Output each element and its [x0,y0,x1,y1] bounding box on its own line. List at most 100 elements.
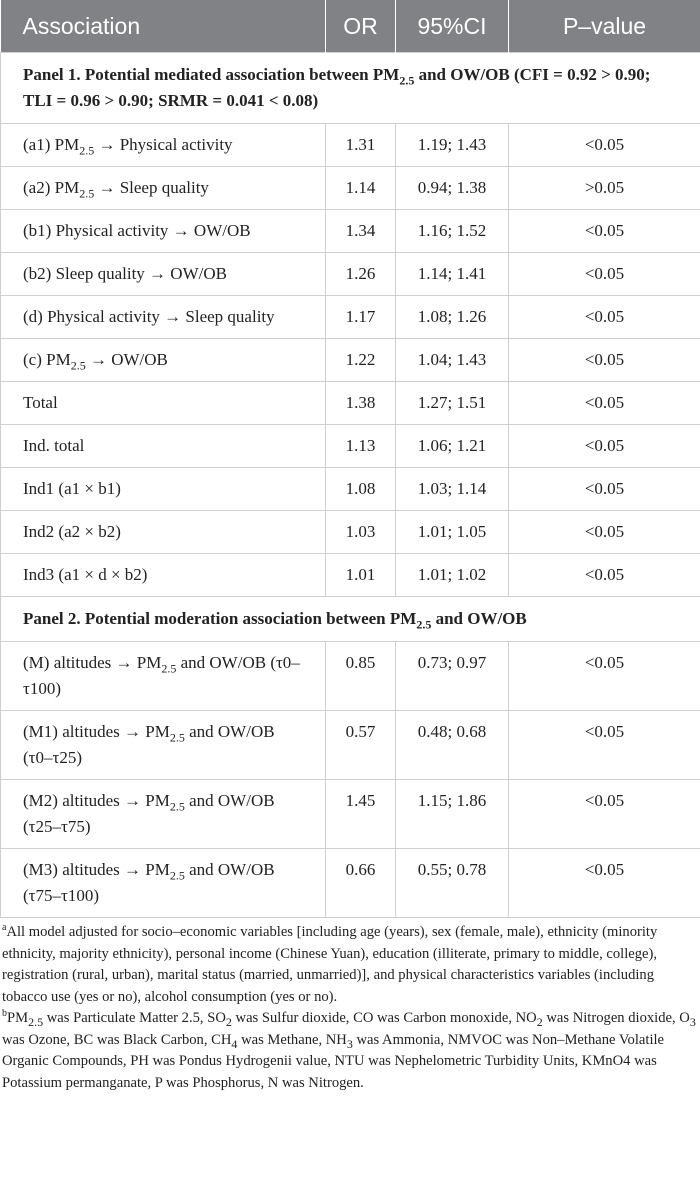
or-cell: 1.01 [325,553,396,597]
results-table: Association OR 95%CI P–value Panel 1. Poten… [0,0,700,918]
ci-cell: 1.15; 1.86 [395,779,509,849]
data-row: (M1) altitudes → PM2.5 and OW/OB (τ0–τ25… [0,710,700,780]
p-value-cell: <0.05 [508,779,700,849]
ci-cell: 1.01; 1.02 [395,553,509,597]
panel-title: Panel 2. Potential moderation associatio… [0,596,700,642]
ci-cell: 1.27; 1.51 [395,381,509,425]
data-row: (a1) PM2.5 → Physical activity 1.31 1.19; … [0,123,700,167]
text-segment: (M) altitudes → PM [23,653,162,672]
header-row: Association OR 95%CI P–value [0,0,700,53]
column-header: OR [325,0,396,53]
subscript: 2.5 [169,730,185,745]
association-cell: (b2) Sleep quality → OW/OB [0,252,326,296]
text-segment: All model adjusted for socio–economic va… [2,924,658,1005]
association-cell: (a2) PM2.5 → Sleep quality [0,166,326,210]
subscript: 2.5 [416,617,432,632]
p-value-cell: <0.05 [508,295,700,339]
data-row: (M) altitudes → PM2.5 and OW/OB (τ0–τ100… [0,641,700,711]
ci-cell: 0.55; 0.78 [395,848,509,918]
ci-cell: 0.73; 0.97 [395,641,509,711]
text-segment: and OW/OB [431,609,527,628]
ci-cell: 1.16; 1.52 [395,209,509,253]
ci-cell: 1.08; 1.26 [395,295,509,339]
data-row: (b2) Sleep quality → OW/OB 1.26 1.14; 1.41… [0,252,700,296]
text-segment: and OW/OB (τ0–τ25) [23,722,275,767]
subscript: 2.5 [169,868,185,883]
association-cell: (M3) altitudes → PM2.5 and OW/OB (τ75–τ1… [0,848,326,918]
footnote-mark: b [2,1008,7,1020]
text-segment: (a2) PM [23,178,80,197]
text-segment: and OW/OB (τ25–τ75) [23,791,275,836]
subscript: 2.5 [28,1014,44,1029]
text-segment: → Physical activity [94,135,233,154]
text-segment: (M1) altitudes → PM [23,722,170,741]
association-cell: (c) PM2.5 → OW/OB [0,338,326,382]
association-cell: (a1) PM2.5 → Physical activity [0,123,326,167]
text-segment: Ind2 (a2 × b2) [23,522,121,541]
association-cell: Ind1 (a1 × b1) [0,467,326,511]
text-segment: (b1) Physical activity → OW/OB [23,221,251,240]
text-segment: Ind. total [23,436,85,455]
or-cell: 1.22 [325,338,396,382]
or-cell: 0.85 [325,641,396,711]
association-cell: (b1) Physical activity → OW/OB [0,209,326,253]
footnote: bPM2.5 was Particulate Matter 2.5, SO2 w… [2,1008,698,1094]
data-row: (M3) altitudes → PM2.5 and OW/OB (τ75–τ1… [0,848,700,918]
p-value-cell: <0.05 [508,710,700,780]
subscript: 2.5 [399,73,415,88]
subscript: 3 [689,1014,696,1029]
data-row: (M2) altitudes → PM2.5 and OW/OB (τ25–τ7… [0,779,700,849]
or-cell: 1.45 [325,779,396,849]
text-segment: (c) PM [23,350,71,369]
or-cell: 0.66 [325,848,396,918]
panel-row: Panel 2. Potential moderation associatio… [0,596,700,642]
text-segment: and OW/OB (τ0–τ100) [23,653,300,698]
p-value-cell: <0.05 [508,252,700,296]
p-value-cell: <0.05 [508,467,700,511]
text-segment: was Ozone, BC was Black Carbon, CH [2,1031,232,1048]
text-segment: was Ammonia, NMVOC was Non–Methane Volat… [2,1031,665,1091]
text-segment: Ind1 (a1 × b1) [23,479,121,498]
subscript: 2 [225,1014,232,1029]
association-cell: (M1) altitudes → PM2.5 and OW/OB (τ0–τ25… [0,710,326,780]
text-segment: (a1) PM [23,135,80,154]
text-segment: was Particulate Matter 2.5, SO [43,1010,226,1026]
or-cell: 1.13 [325,424,396,468]
text-segment: was Methane, NH [237,1031,347,1048]
column-header: Association [0,0,326,53]
subscript: 2.5 [79,143,95,158]
subscript: 2 [536,1014,543,1029]
data-row: Ind1 (a1 × b1) 1.08 1.03; 1.14 <0.05 [0,467,700,511]
text-segment: PM [7,1010,29,1026]
text-segment: (b2) Sleep quality → OW/OB [23,264,227,283]
text-segment: Panel 1. Potential mediated association … [23,65,400,84]
ci-cell: 1.19; 1.43 [395,123,509,167]
ci-cell: 1.03; 1.14 [395,467,509,511]
or-cell: 1.38 [325,381,396,425]
or-cell: 1.34 [325,209,396,253]
table-body: Panel 1. Potential mediated association … [0,52,700,918]
text-segment: → OW/OB [85,350,168,369]
association-cell: Total [0,381,326,425]
association-cell: Ind2 (a2 × b2) [0,510,326,554]
ci-cell: 1.14; 1.41 [395,252,509,296]
ci-cell: 0.94; 1.38 [395,166,509,210]
footnotes: aAll model adjusted for socio–economic v… [0,918,700,1094]
ci-cell: 1.01; 1.05 [395,510,509,554]
footnote: aAll model adjusted for socio–economic v… [2,922,698,1008]
or-cell: 1.08 [325,467,396,511]
text-segment: Ind3 (a1 × d × b2) [23,565,148,584]
data-row: Ind. total 1.13 1.06; 1.21 <0.05 [0,424,700,468]
column-header: 95%CI [395,0,509,53]
text-segment: (d) Physical activity → Sleep quality [23,307,275,326]
subscript: 2.5 [70,358,86,373]
text-segment: and OW/OB (τ75–τ100) [23,860,275,905]
p-value-cell: <0.05 [508,209,700,253]
p-value-cell: <0.05 [508,510,700,554]
p-value-cell: <0.05 [508,553,700,597]
data-row: (c) PM2.5 → OW/OB 1.22 1.04; 1.43 <0.05 [0,338,700,382]
data-row: Total 1.38 1.27; 1.51 <0.05 [0,381,700,425]
p-value-cell: <0.05 [508,123,700,167]
text-segment: → Sleep quality [94,178,209,197]
